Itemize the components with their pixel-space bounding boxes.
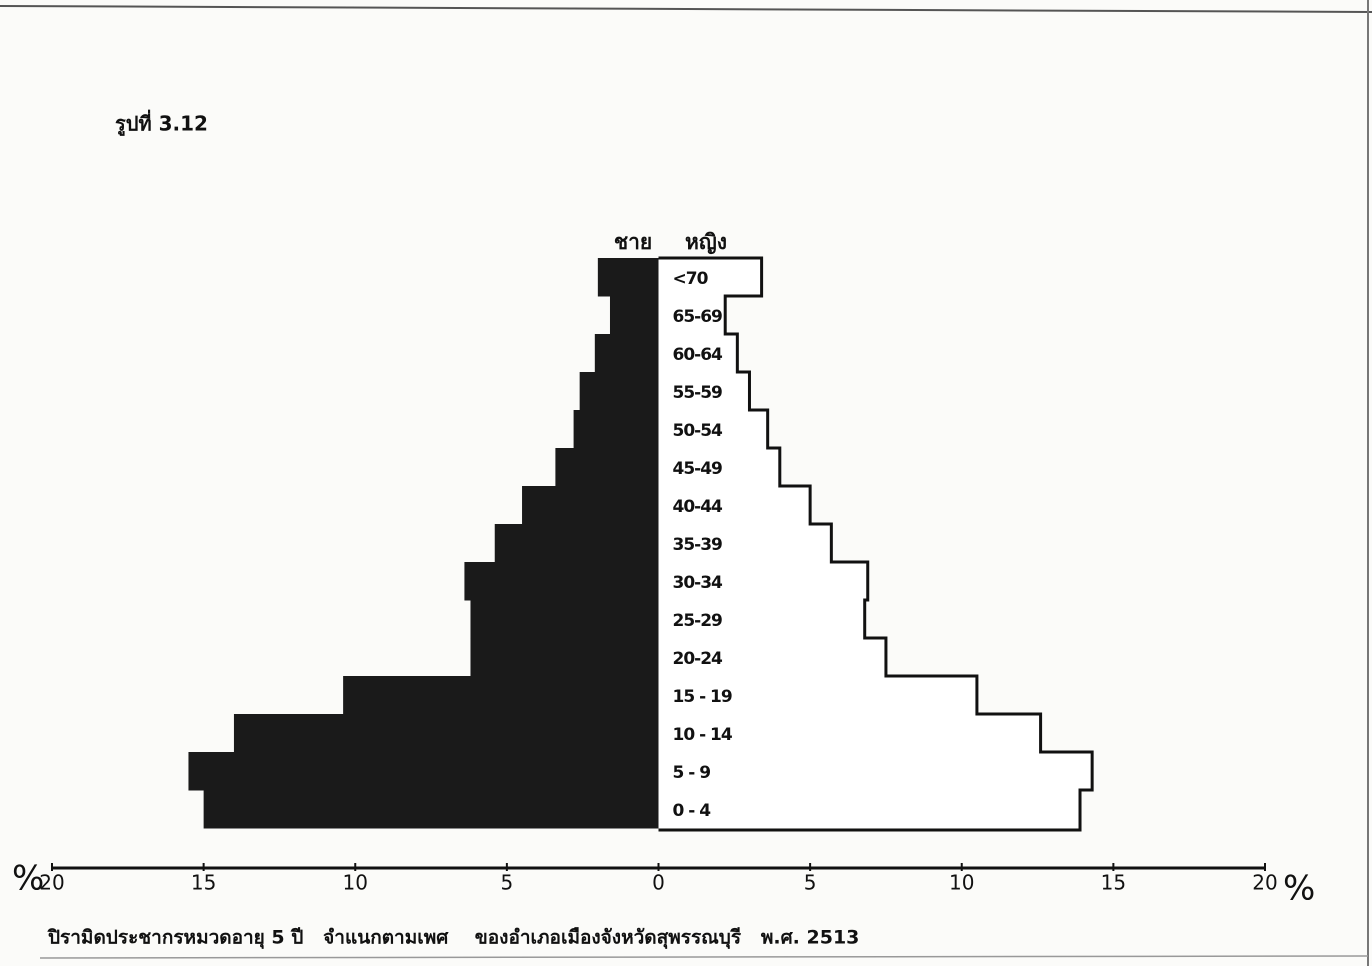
age-label: 45-49 [673, 459, 723, 479]
male-bar [343, 676, 659, 715]
male-bar [233, 714, 659, 753]
male-bar [203, 790, 659, 829]
x-tick-label: 5 [501, 871, 514, 895]
x-tick-label: 10 [343, 871, 368, 895]
age-label: 15 - 19 [673, 687, 732, 707]
caption: ปิรามิดประชากรหมวดอายุ 5 ปี จำแนกตามเพศ … [47, 927, 859, 950]
female-bar [658, 790, 1081, 828]
x-tick-label: 20 [39, 871, 64, 895]
female-bar [658, 524, 832, 562]
page-edge [0, 5, 1372, 13]
unit-left: % [12, 859, 44, 899]
male-bar [494, 524, 659, 563]
female-bar [658, 600, 865, 638]
female-bar [658, 638, 886, 676]
legend-female: หญิง [685, 230, 727, 255]
age-label: 5 - 9 [673, 763, 711, 783]
female-bar [658, 372, 750, 410]
unit-right: % [1283, 869, 1315, 909]
figure-label: รูปที่ 3.12 [115, 109, 208, 138]
x-tick-label: 15 [191, 871, 216, 895]
female-bar [658, 410, 768, 448]
x-tick-label: 5 [804, 871, 817, 895]
female-bar [658, 676, 977, 714]
age-label: 55-59 [673, 383, 723, 403]
male-bar [470, 600, 659, 639]
age-label: 20-24 [673, 649, 724, 669]
female-bar [658, 562, 868, 600]
age-label: <70 [673, 269, 709, 289]
age-label: 65-69 [673, 307, 723, 327]
female-bar [658, 752, 1093, 790]
x-tick-label: 20 [1252, 871, 1277, 895]
page-edge [39, 955, 1369, 959]
female-outline [658, 256, 1094, 832]
male-bar [579, 372, 659, 411]
female-bar [658, 258, 762, 296]
age-label: 40-44 [673, 497, 724, 517]
age-label: 10 - 14 [673, 725, 733, 745]
age-label: 50-54 [673, 421, 724, 441]
legend-male: ชาย [614, 230, 652, 254]
male-bar [522, 486, 659, 525]
male-bar [573, 410, 659, 449]
male-bar [594, 334, 659, 373]
female-bar [658, 334, 738, 372]
female-bar [658, 448, 780, 486]
x-tick-label: 15 [1101, 871, 1126, 895]
age-label: 35-39 [673, 535, 723, 555]
age-label: 0 - 4 [673, 801, 712, 821]
male-bar [188, 752, 659, 791]
female-bar [658, 714, 1041, 752]
x-tick-label: 10 [949, 871, 974, 895]
male-bar [555, 448, 659, 487]
male-bar [609, 296, 659, 335]
age-label: 25-29 [673, 611, 723, 631]
male-bar [470, 638, 659, 677]
x-tick-label: 0 [652, 871, 665, 895]
male-bar [464, 562, 659, 601]
female-bar [658, 296, 726, 334]
age-label: 30-34 [673, 573, 724, 593]
age-label: 60-64 [673, 345, 724, 365]
female-bar [658, 486, 811, 524]
male-bar [597, 258, 659, 297]
